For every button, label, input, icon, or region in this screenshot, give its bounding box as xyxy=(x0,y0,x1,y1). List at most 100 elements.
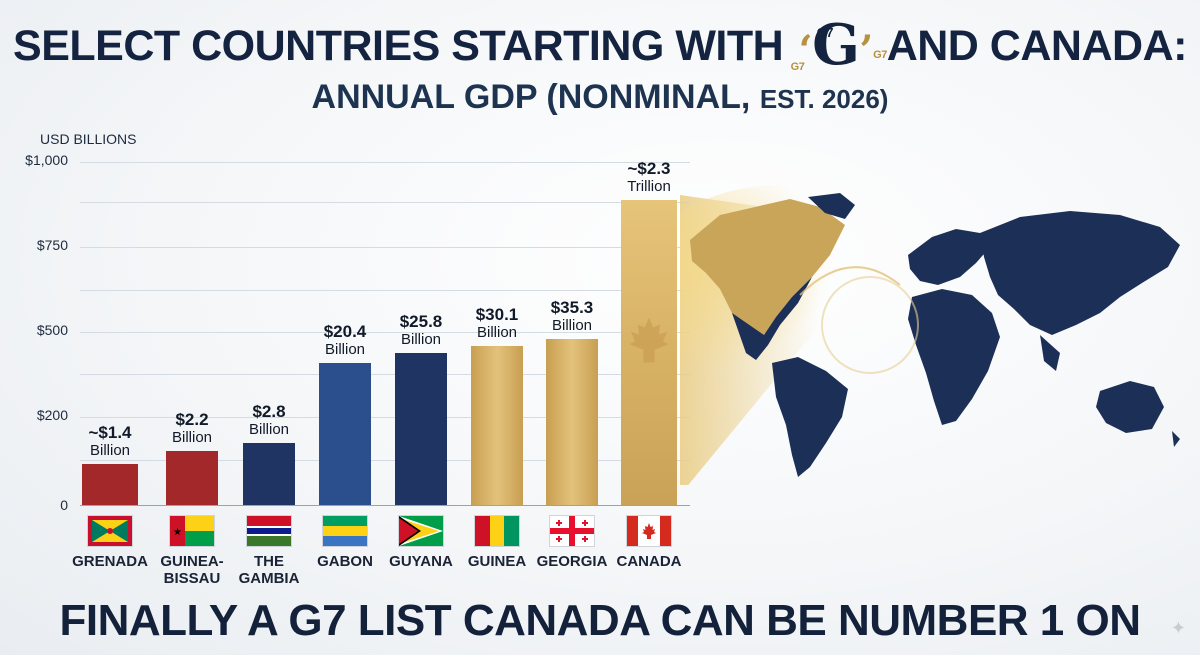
y-axis-label: USD BILLIONS xyxy=(40,131,137,147)
grid-line xyxy=(80,332,690,333)
data-label-value: $25.8 xyxy=(399,311,443,331)
g7-label-top: G7 xyxy=(816,25,834,40)
data-label-unit: Billion xyxy=(171,429,213,447)
footer-caption: FINALLY A G7 LIST CANADA CAN BE NUMBER 1… xyxy=(59,596,1141,645)
maple-leaf-icon xyxy=(629,317,669,363)
australia-shape xyxy=(1096,381,1164,433)
south-america-shape xyxy=(772,357,848,477)
grenada-flag xyxy=(87,515,133,547)
subtitle-main: ANNUAL GDP (NONMINAL, xyxy=(311,78,751,116)
data-label-unit: Billion xyxy=(476,323,518,341)
data-label-value: ~$1.4 xyxy=(88,423,132,443)
gabon-flag xyxy=(322,515,368,547)
new-zealand-shape xyxy=(1172,431,1180,447)
india-shape xyxy=(1040,335,1060,371)
data-label: $25.8 Billion xyxy=(381,311,461,349)
data-label-value: $20.4 xyxy=(323,322,367,342)
data-label-unit: Billion xyxy=(400,330,442,348)
grid-line xyxy=(80,162,690,163)
europe-shape xyxy=(908,229,990,285)
x-tick-label: CANADA xyxy=(599,553,699,570)
quote-close: ’ xyxy=(859,27,873,74)
bar-grenada xyxy=(82,464,138,505)
data-label: ~$1.4 Billion xyxy=(70,424,150,460)
y-tick-label: $500 xyxy=(36,322,68,338)
x-tick-label: GUINEA- BISSAU xyxy=(142,553,242,587)
data-label-value: $2.2 xyxy=(175,410,209,430)
data-label: $2.8 Billion xyxy=(229,403,309,439)
connection-arc xyxy=(799,266,901,296)
data-label-unit: Billion xyxy=(89,442,131,460)
x-tick-label: GUYANA xyxy=(371,553,471,570)
bar-the-gambia xyxy=(243,443,295,505)
data-label: ~$2.3 Trillion xyxy=(609,160,689,196)
x-tick-label-line: THE xyxy=(254,553,284,570)
quote-open: ‘ xyxy=(798,27,813,74)
x-tick-label: GEORGIA xyxy=(522,553,622,570)
g7-label-left: G7 xyxy=(790,61,805,73)
x-tick-label-line: GRENADA xyxy=(72,553,148,570)
y-tick-label: $200 xyxy=(36,407,68,423)
y-tick-label: $750 xyxy=(36,237,68,253)
data-label: $35.3 Billion xyxy=(532,297,612,335)
guinea-flag xyxy=(474,515,520,547)
bar-canada xyxy=(621,200,677,505)
chart-subtitle: ANNUAL GDP (NONMINAL, EST. 2026) xyxy=(0,78,1200,117)
svg-text:★: ★ xyxy=(173,527,182,538)
grid-line xyxy=(80,290,690,291)
north-america-shape xyxy=(690,199,845,345)
bar-guinea xyxy=(471,345,523,505)
grid-line xyxy=(80,247,690,248)
canada-flag xyxy=(626,515,672,547)
guyana-flag xyxy=(398,515,444,547)
title-suffix: AND CANADA: xyxy=(886,22,1188,70)
x-tick-label-line: GEORGIA xyxy=(536,553,608,570)
chart-title: SELECT COUNTRIES STARTING WITH ‘G’ G7 G7 G7… xyxy=(0,17,1200,74)
y-tick-label: 0 xyxy=(60,497,68,513)
data-label: $30.1 Billion xyxy=(457,304,537,342)
x-tick-label-line: CANADA xyxy=(616,553,682,570)
x-tick-label-line: GABON xyxy=(317,553,373,570)
title-prefix: SELECT COUNTRIES STARTING WITH xyxy=(13,22,784,70)
bar-georgia xyxy=(546,338,598,505)
data-label-value: $2.8 xyxy=(252,402,286,422)
grid-line xyxy=(80,202,690,203)
data-label-unit: Billion xyxy=(248,421,290,439)
x-tick-label: GRENADA xyxy=(60,553,160,570)
data-label-value: $30.1 xyxy=(475,304,519,324)
y-tick-label: $1,000 xyxy=(25,152,68,168)
sparkle-icon: ✦ xyxy=(1170,618,1186,638)
x-tick-label-line: GUYANA xyxy=(389,553,453,570)
data-label: $2.2 Billion xyxy=(152,411,232,447)
bar-guyana xyxy=(395,352,447,505)
x-tick-label: THE GAMBIA xyxy=(219,553,319,587)
data-label-value: ~$2.3 xyxy=(627,159,671,178)
connection-ring xyxy=(821,276,919,374)
bar-gabon xyxy=(319,363,371,505)
subtitle-tail: EST. 2026) xyxy=(759,84,889,114)
georgia-flag xyxy=(549,515,595,547)
world-map xyxy=(680,185,1180,485)
guinea-bissau-flag: ★ xyxy=(169,515,215,547)
x-tick-label-line: GUINEA- xyxy=(160,553,224,570)
usa-shape xyxy=(732,277,812,360)
data-label-unit: Trillion xyxy=(627,178,671,195)
data-label-unit: Billion xyxy=(551,316,593,334)
g7-label-right: G7 xyxy=(873,49,887,61)
x-axis-baseline xyxy=(80,505,690,506)
bar-guinea-bissau xyxy=(166,451,218,505)
grid-line xyxy=(80,417,690,418)
asia-shape xyxy=(980,211,1180,335)
data-label-unit: Billion xyxy=(324,341,366,359)
grid-line xyxy=(80,374,690,375)
x-tick-label: GABON xyxy=(295,553,395,570)
greenland-shape xyxy=(808,193,855,219)
data-label-value: $35.3 xyxy=(550,297,594,317)
africa-shape xyxy=(908,289,1000,425)
gambia-flag xyxy=(246,515,292,547)
x-tick-label-line: GAMBIA xyxy=(238,570,300,587)
data-label: $20.4 Billion xyxy=(305,323,385,359)
g7-g-logo: ‘G’ G7 G7 G7 xyxy=(791,17,888,74)
grid-line xyxy=(80,460,690,461)
x-tick-label-line: GUINEA xyxy=(467,553,527,570)
